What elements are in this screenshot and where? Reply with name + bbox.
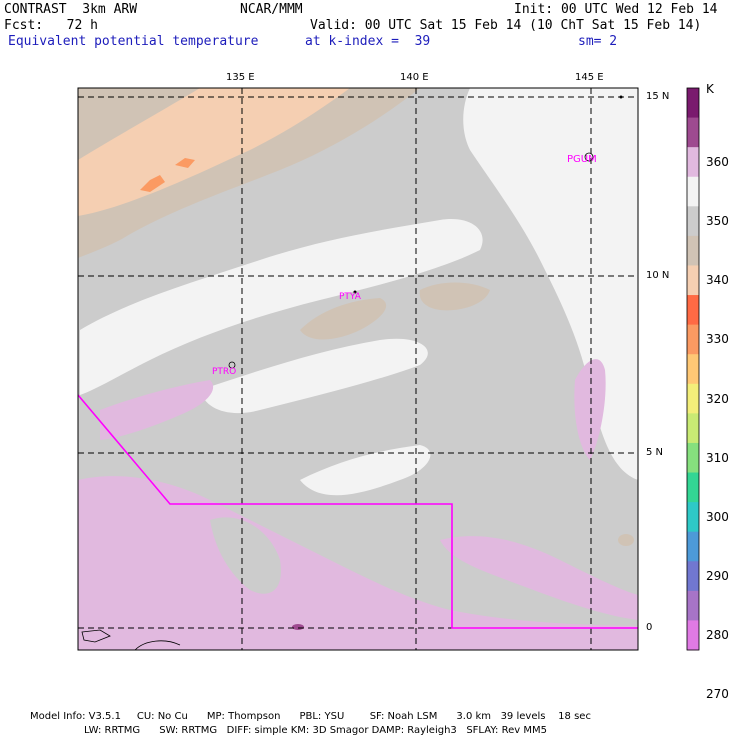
colorbar-label-9: 270 xyxy=(706,687,729,702)
colorbar-swatch-17 xyxy=(687,590,699,621)
colorbar-swatch-1 xyxy=(687,117,699,148)
colorbar-swatch-12 xyxy=(687,442,699,474)
valid-time: Valid: 00 UTC Sat 15 Feb 14 (10 ChT Sat … xyxy=(310,18,702,33)
colorbar-swatch-8 xyxy=(687,324,699,355)
purple-band-southeast xyxy=(440,536,638,620)
lat-label-5n: 5 N xyxy=(646,447,664,458)
coastline-south xyxy=(134,640,181,651)
colorbar-swatch-7 xyxy=(687,295,699,326)
field-name: Equivalent potential temperature xyxy=(8,34,259,49)
station-ptya: PTYA xyxy=(339,292,362,302)
light-band-south xyxy=(200,338,428,414)
colorbar-label-4: 320 xyxy=(706,391,729,406)
light-patch-south xyxy=(300,445,431,496)
boundary-line xyxy=(77,394,638,629)
colorbar-unit: K xyxy=(706,82,715,96)
tan-patch-mid-2 xyxy=(419,282,490,311)
lat-label-10n: 10 N xyxy=(646,270,670,281)
colorbar-swatch-0 xyxy=(687,88,699,119)
colorbar-label-2: 340 xyxy=(706,273,729,288)
model-title: CONTRAST 3km ARW xyxy=(4,2,138,17)
colorbar-label-8: 280 xyxy=(706,628,729,643)
colorbar-swatch-11 xyxy=(687,413,699,444)
colorbar-swatch-5 xyxy=(687,235,699,266)
colorbar-swatch-18 xyxy=(687,620,699,651)
tan-patch-mid-1 xyxy=(300,298,387,340)
coastline-yap xyxy=(353,290,357,294)
colorbar-swatch-4 xyxy=(687,206,699,237)
station-pgum: PGUM xyxy=(567,154,597,165)
lon-label-135: 135 E xyxy=(226,72,255,83)
footer-line-2: LW: RRTMG SW: RRTMG DIFF: simple KM: 3D … xyxy=(84,725,547,736)
colorbar-swatch-14 xyxy=(687,502,699,533)
grey-patch-sw xyxy=(210,517,281,594)
grid-lines xyxy=(78,88,638,650)
level-label: at k-index = 39 xyxy=(305,34,431,49)
colorbar-swatch-6 xyxy=(687,265,699,296)
colorbar-swatch-15 xyxy=(687,531,699,562)
theta-e-field xyxy=(78,88,638,650)
colorbar-label-1: 350 xyxy=(706,214,729,229)
footer-line-1: Model Info: V3.5.1 CU: No Cu MP: Thompso… xyxy=(30,711,591,722)
colorbar-label-3: 330 xyxy=(706,332,729,347)
colorbar-label-0: 360 xyxy=(706,154,729,169)
colorbar-swatch-10 xyxy=(687,383,699,414)
colorbar-swatch-2 xyxy=(687,147,699,178)
lon-label-140: 140 E xyxy=(400,72,429,83)
init-time: Init: 00 UTC Wed 12 Feb 14 xyxy=(514,2,718,17)
org-label: NCAR/MMM xyxy=(240,2,303,17)
colorbar-label-5: 310 xyxy=(706,450,729,465)
smoothing-label: sm= 2 xyxy=(578,34,618,49)
colorbar-swatch-9 xyxy=(687,354,699,385)
colorbar-swatch-13 xyxy=(687,472,699,503)
colorbar-swatch-16 xyxy=(687,561,699,592)
lon-label-145: 145 E xyxy=(575,72,604,83)
dark-purple-spot xyxy=(292,624,304,630)
map-frame xyxy=(77,87,639,651)
tan-spot-se xyxy=(618,534,634,546)
coastline-ne-island xyxy=(619,95,623,99)
colorbar-swatch-3 xyxy=(687,176,699,207)
colorbar xyxy=(686,87,700,651)
coastline-guam xyxy=(584,152,594,162)
light-band-mid xyxy=(80,219,483,395)
warm-spot-2 xyxy=(175,158,195,168)
warm-spot-1 xyxy=(140,175,165,192)
colorbar-label-6: 300 xyxy=(706,509,729,524)
purple-streak-east xyxy=(574,359,606,460)
colorbar-frame xyxy=(686,87,700,651)
lat-label-15n: 15 N xyxy=(646,91,670,102)
lat-label-eq: 0 xyxy=(646,622,653,633)
coastline-palau xyxy=(228,361,236,369)
purple-band-west xyxy=(100,380,214,440)
colorbar-label-7: 290 xyxy=(706,569,729,584)
coastline-sw xyxy=(81,629,111,643)
station-ptro: PTRO xyxy=(212,367,236,377)
forecast-hour: Fcst: 72 h xyxy=(4,18,98,33)
